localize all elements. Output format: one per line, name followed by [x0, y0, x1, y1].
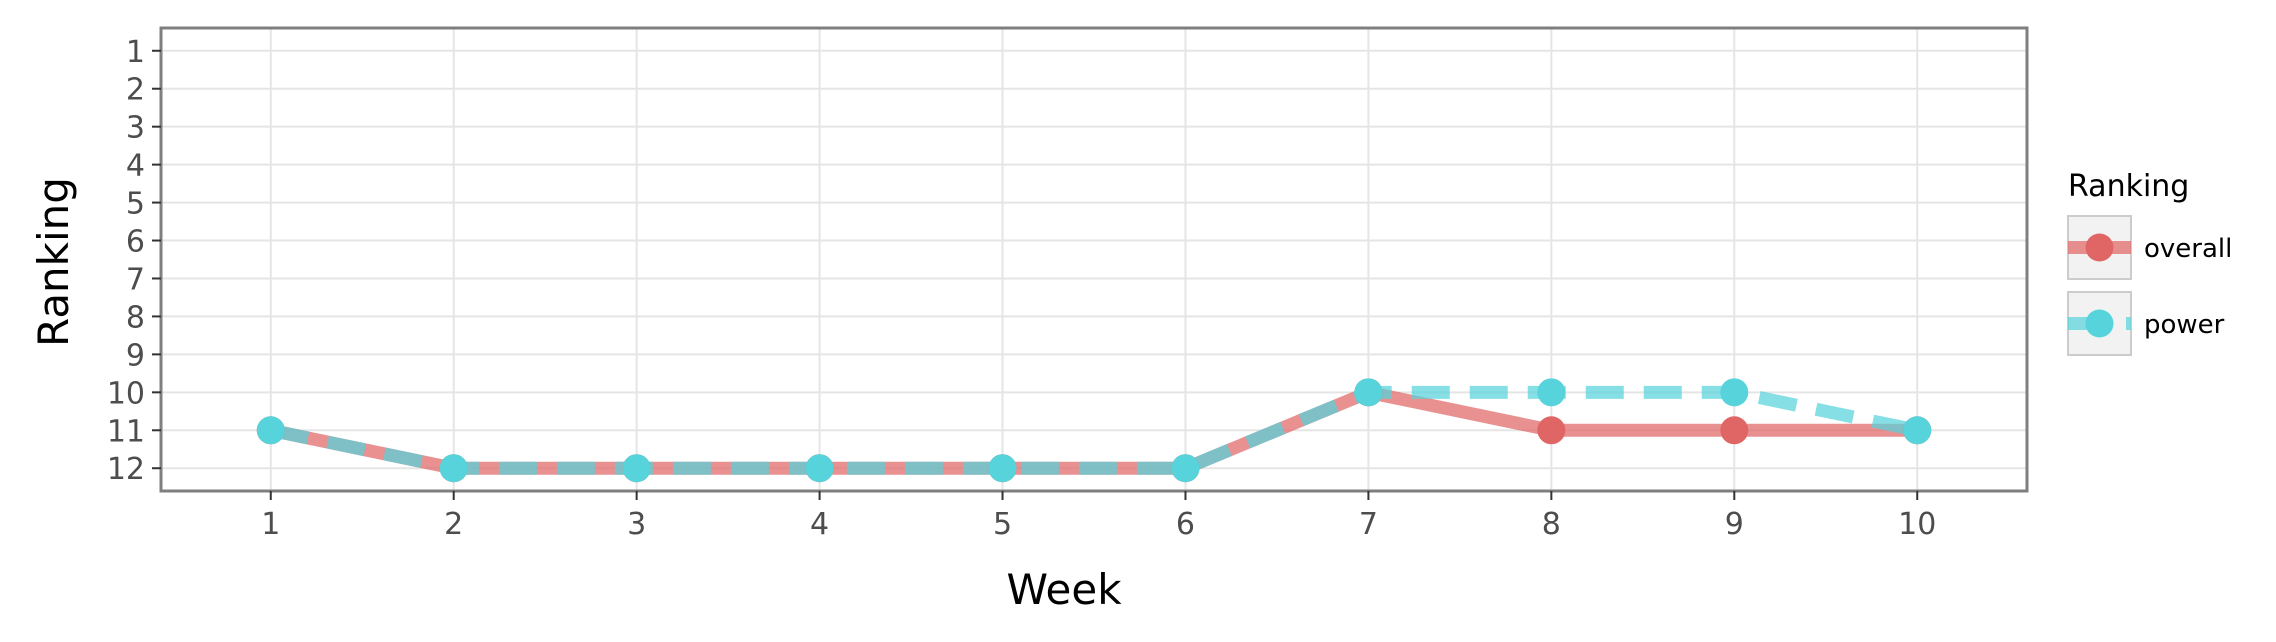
x-tick-label-8: 8	[1542, 507, 1561, 542]
x-tick-label-1: 1	[261, 507, 280, 542]
y-tick-label-6: 6	[126, 225, 145, 260]
x-tick-label-6: 6	[1176, 507, 1195, 542]
legend-marker-power	[2085, 309, 2114, 338]
y-tick-label-8: 8	[126, 300, 145, 335]
data-points	[256, 378, 1932, 483]
x-tick-label-10: 10	[1898, 507, 1936, 542]
axis-ticks	[152, 49, 1919, 500]
y-tick-label-12: 12	[107, 452, 145, 487]
y-tick-label-5: 5	[126, 187, 145, 222]
point-power-week-10	[1903, 416, 1932, 445]
x-tick-label-2: 2	[444, 507, 463, 542]
legend-label-overall: overall	[2144, 234, 2232, 264]
point-power-week-4	[805, 454, 834, 483]
point-power-week-1	[256, 416, 285, 445]
legend-marker-overall	[2085, 233, 2114, 262]
y-tick-label-10: 10	[107, 376, 145, 411]
x-tick-label-4: 4	[810, 507, 829, 542]
x-tick-label-5: 5	[993, 507, 1012, 542]
x-tick-label-3: 3	[627, 507, 646, 542]
y-tick-label-1: 1	[126, 35, 145, 70]
point-power-week-3	[622, 454, 651, 483]
point-power-week-2	[439, 454, 468, 483]
legend-items: overall power	[2067, 215, 2232, 356]
legend: Ranking overall power	[2067, 169, 2232, 356]
series-lines	[269, 385, 1919, 475]
point-power-week-9	[1720, 378, 1749, 407]
y-axis-title: Ranking	[29, 177, 78, 347]
legend-title: Ranking	[2068, 169, 2189, 204]
legend-item-power: power	[2067, 291, 2225, 356]
series-line-power	[269, 385, 1919, 475]
x-axis-title: Week	[1006, 565, 1122, 614]
x-tick-label-9: 9	[1725, 507, 1744, 542]
point-power-week-5	[988, 454, 1017, 483]
y-tick-label-11: 11	[107, 414, 145, 449]
point-power-week-7	[1354, 378, 1383, 407]
y-tick-label-7: 7	[126, 262, 145, 297]
point-power-week-6	[1171, 454, 1200, 483]
point-power-week-8	[1537, 378, 1566, 407]
x-tick-label-7: 7	[1359, 507, 1378, 542]
legend-item-overall: overall	[2067, 215, 2232, 280]
y-tick-label-2: 2	[126, 73, 145, 108]
y-tick-label-9: 9	[126, 338, 145, 373]
point-overall-week-8	[1537, 416, 1566, 445]
legend-label-power: power	[2144, 310, 2225, 340]
y-tick-label-4: 4	[126, 149, 145, 184]
y-tick-label-3: 3	[126, 111, 145, 146]
grid-lines	[161, 28, 2027, 491]
point-overall-week-9	[1720, 416, 1749, 445]
plot-panel-border	[159, 26, 2029, 493]
